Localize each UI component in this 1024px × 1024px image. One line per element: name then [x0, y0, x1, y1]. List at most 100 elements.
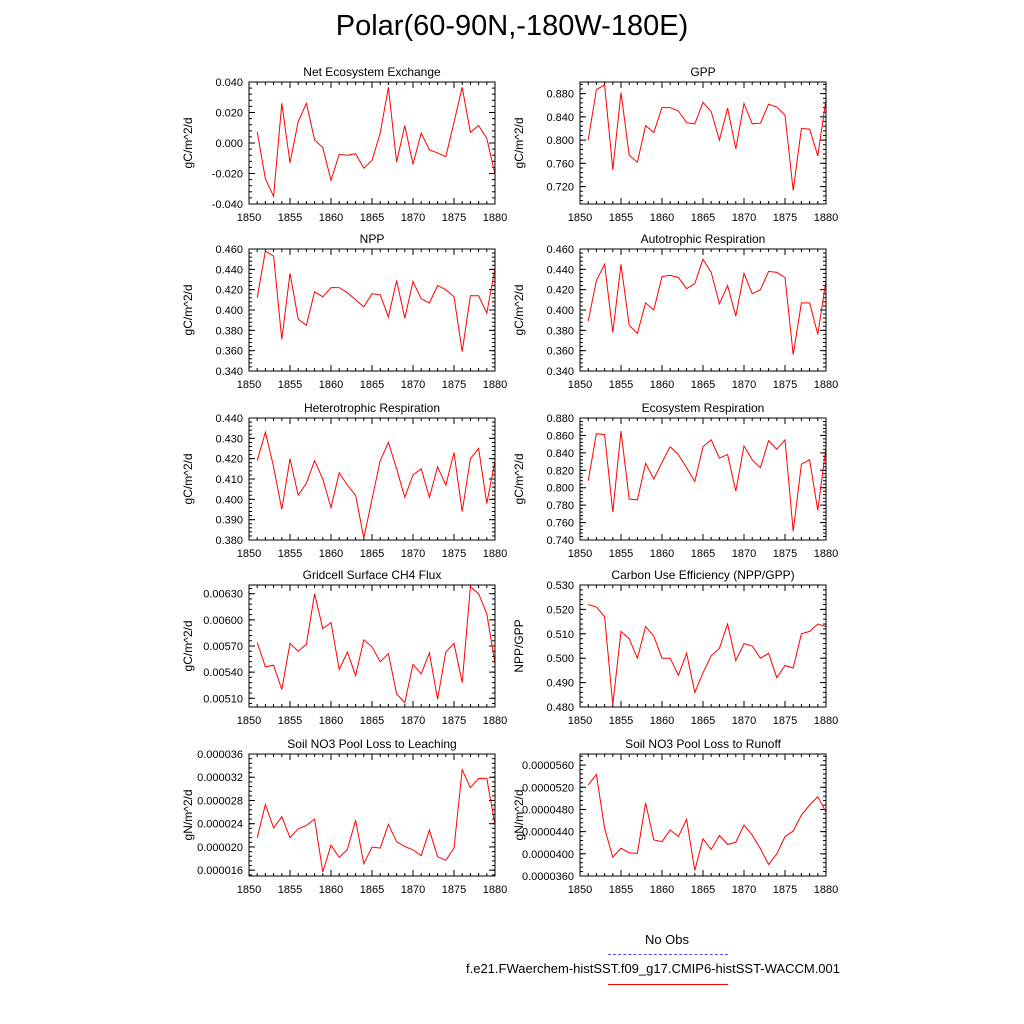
y-axis-label: NPP/GPP — [512, 619, 526, 672]
y-tick-label: 0.000036 — [197, 749, 243, 761]
y-tick-label: 0.380 — [215, 325, 243, 337]
x-tick-label: 1860 — [319, 548, 343, 560]
y-tick-label: 0.020 — [215, 108, 243, 120]
x-tick-label: 1880 — [814, 379, 838, 391]
panel-title: Net Ecosystem Exchange — [303, 65, 441, 79]
y-tick-label: 0.420 — [215, 285, 243, 297]
x-tick-label: 1875 — [442, 715, 466, 727]
y-tick-label: 0.480 — [546, 702, 574, 714]
y-tick-label: 0.340 — [546, 366, 574, 378]
x-tick-label: 1880 — [814, 548, 838, 560]
y-tick-label: 0.000020 — [197, 842, 243, 854]
x-tick-label: 1875 — [442, 548, 466, 560]
y-tick-label: 0.740 — [546, 535, 574, 547]
x-tick-label: 1870 — [732, 212, 756, 224]
y-tick-label: 0.0000560 — [522, 760, 574, 772]
y-tick-label: 0.0000440 — [522, 827, 574, 839]
y-axis-label: gC/m^2/d — [512, 285, 526, 336]
plot-frame — [248, 417, 496, 541]
x-tick-label: 1865 — [691, 548, 715, 560]
panel-title: Carbon Use Efficiency (NPP/GPP) — [611, 568, 794, 582]
x-tick-label: 1850 — [568, 715, 592, 727]
y-tick-label: 0.390 — [215, 515, 243, 527]
y-tick-label: 0.000028 — [197, 795, 243, 807]
x-tick-label: 1870 — [401, 715, 425, 727]
y-tick-label: 0.360 — [546, 346, 574, 358]
x-tick-label: 1880 — [483, 548, 507, 560]
x-tick-label: 1855 — [278, 715, 302, 727]
y-axis-label: gC/m^2/d — [181, 118, 195, 169]
x-tick-label: 1855 — [278, 212, 302, 224]
y-axis-label: gC/m^2/d — [181, 285, 195, 336]
y-axis-label: gN/m^2/d — [181, 790, 195, 841]
chart-panel-10: Soil NO3 Pool Loss to Runoff gN/m^2/d 1850… — [512, 737, 838, 896]
series-line — [587, 84, 827, 191]
x-tick-label: 1875 — [442, 884, 466, 896]
y-tick-label: 0.00600 — [203, 615, 243, 627]
legend-case-line — [608, 984, 728, 985]
plot-frame — [579, 417, 827, 541]
series-line — [256, 767, 496, 873]
x-tick-label: 1850 — [237, 715, 261, 727]
x-tick-label: 1865 — [691, 715, 715, 727]
x-tick-label: 1870 — [401, 884, 425, 896]
y-tick-label: 0.360 — [215, 346, 243, 358]
y-tick-label: 0.800 — [546, 135, 574, 147]
x-tick-label: 1850 — [568, 884, 592, 896]
y-tick-label: 0.00570 — [203, 641, 243, 653]
y-tick-label: 0.420 — [546, 285, 574, 297]
x-tick-label: 1870 — [401, 379, 425, 391]
x-tick-label: 1865 — [691, 212, 715, 224]
y-tick-label: 0.380 — [215, 535, 243, 547]
y-tick-label: 0.530 — [546, 580, 574, 592]
series-line — [256, 430, 496, 539]
y-tick-label: 0.0000480 — [522, 804, 574, 816]
x-tick-label: 1875 — [773, 715, 797, 727]
x-tick-label: 1850 — [237, 212, 261, 224]
y-tick-label: 0.340 — [215, 366, 243, 378]
x-tick-label: 1870 — [732, 548, 756, 560]
y-tick-label: 0.0000400 — [522, 849, 574, 861]
figure-title: Polar(60-90N,-180W-180E) — [335, 10, 689, 42]
x-tick-label: 1865 — [691, 884, 715, 896]
y-tick-label: 0.430 — [215, 433, 243, 445]
y-tick-label: 0.440 — [215, 413, 243, 425]
x-tick-label: 1860 — [650, 548, 674, 560]
series-line — [256, 250, 496, 352]
y-tick-label: 0.860 — [546, 430, 574, 442]
x-tick-label: 1855 — [278, 548, 302, 560]
chart-panel-8: Carbon Use Efficiency (NPP/GPP) NPP/GPP 18… — [512, 568, 838, 727]
y-axis-label: gC/m^2/d — [512, 454, 526, 505]
x-tick-label: 1880 — [483, 379, 507, 391]
chart-panel-9: Soil NO3 Pool Loss to Leaching gN/m^2/d 18… — [181, 737, 507, 896]
x-tick-label: 1870 — [732, 379, 756, 391]
series-line — [587, 773, 827, 871]
chart-panel-5: Heterotrophic Respiration gC/m^2/d 1850 185… — [181, 401, 507, 560]
panel-title: Soil NO3 Pool Loss to Runoff — [625, 737, 782, 751]
y-tick-label: 0.820 — [546, 465, 574, 477]
y-tick-label: 0.400 — [215, 305, 243, 317]
y-axis-label: gC/m^2/d — [181, 454, 195, 505]
y-tick-label: 0.0000520 — [522, 782, 574, 794]
y-tick-label: -0.020 — [212, 169, 243, 181]
x-tick-label: 1865 — [360, 715, 384, 727]
series-line — [256, 87, 496, 199]
x-tick-label: 1860 — [650, 715, 674, 727]
y-tick-label: 0.460 — [215, 244, 243, 256]
panel-title: Soil NO3 Pool Loss to Leaching — [287, 737, 456, 751]
x-tick-label: 1860 — [319, 715, 343, 727]
y-tick-label: 0.760 — [546, 518, 574, 530]
x-tick-label: 1880 — [483, 884, 507, 896]
x-tick-label: 1875 — [773, 884, 797, 896]
y-tick-label: 0.800 — [546, 483, 574, 495]
y-tick-label: 0.440 — [546, 264, 574, 276]
chart-panel-4: Autotrophic Respiration gC/m^2/d 1850 1855 1… — [512, 232, 838, 391]
chart-panel-7: Gridcell Surface CH4 Flux gC/m^2/d 1850 185… — [181, 568, 507, 727]
y-tick-label: 0.880 — [546, 89, 574, 101]
x-tick-label: 1860 — [319, 379, 343, 391]
plot-frame — [579, 81, 827, 205]
y-axis-label: gN/m^2/d — [512, 790, 526, 841]
x-tick-label: 1880 — [814, 884, 838, 896]
chart-panel-6: Ecosystem Respiration gC/m^2/d 1850 1855 186… — [512, 401, 838, 560]
